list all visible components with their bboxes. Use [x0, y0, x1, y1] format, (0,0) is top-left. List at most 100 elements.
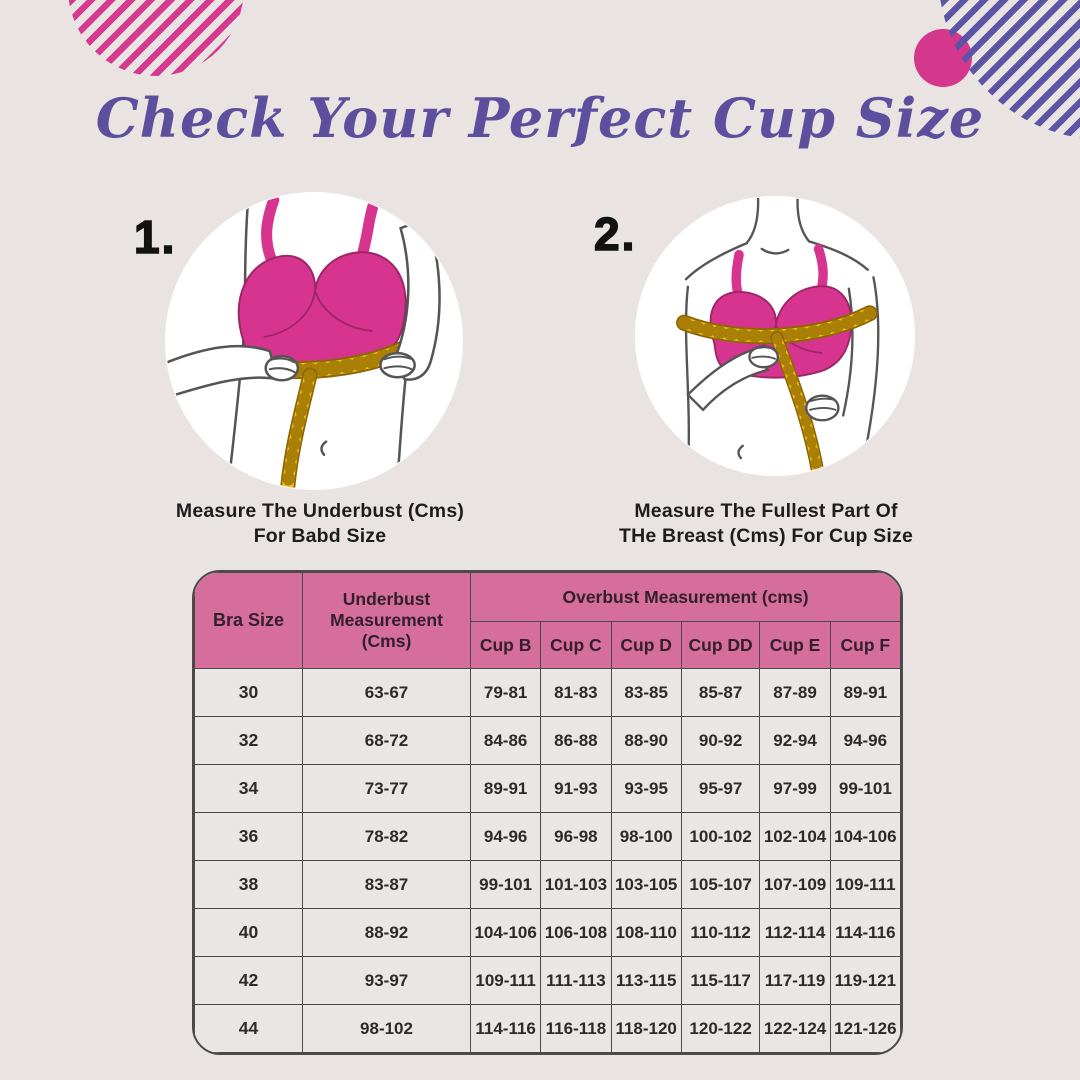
- cup-range-cell: 92-94: [759, 716, 831, 765]
- cup-range-cell: 112-114: [759, 908, 831, 957]
- cup-range-cell: 114-116: [469, 1004, 542, 1053]
- overbust-group-header: Overbust Measurement (cms): [470, 572, 901, 622]
- cup-range-cell: 101-103: [540, 860, 612, 909]
- underbust-range-cell: 83-87: [302, 860, 471, 909]
- caption-line: Measure The Fullest Part Of: [634, 500, 898, 522]
- table-row: 42 93-97 109-111 111-113 113-115 115-117 117-1…: [194, 956, 901, 1005]
- caption-line: THe Breast (Cms) For Cup Size: [618, 525, 913, 548]
- cup-range-cell: 95-97: [680, 764, 761, 813]
- cup-range-cell: 113-115: [610, 956, 682, 1005]
- step-1-caption: Measure The Underbust (Cms) For Babd Siz…: [140, 499, 500, 550]
- size-chart-table-container: Bra Size Underbust Measurement (Cms) Ove…: [192, 570, 903, 1055]
- table-row: 30 63-67 79-81 81-83 83-85 85-87 87-89 89-91: [194, 668, 901, 717]
- cup-range-cell: 122-124: [759, 1004, 831, 1053]
- table-row: 32 68-72 84-86 86-88 88-90 90-92 92-94 94-96: [194, 716, 901, 765]
- cup-d-column-header: Cup D: [610, 621, 682, 669]
- cup-range-cell: 84-86: [469, 716, 542, 765]
- caption-line: Measure The Underbust (Cms): [175, 500, 465, 522]
- measuring-tape-tail: [770, 331, 826, 476]
- cup-range-cell: 109-111: [469, 956, 542, 1005]
- page-title: Check Your Perfect Cup Size: [95, 86, 985, 150]
- bra-size-column-header: Bra Size: [194, 572, 303, 669]
- right-hand-graphic: [805, 394, 840, 422]
- cup-b-column-header: Cup B: [469, 621, 542, 669]
- striped-circle-pink-decoration: [68, 0, 244, 76]
- step-2-caption: Measure The Fullest Part Of THe Breast (…: [586, 499, 946, 550]
- cup-range-cell: 99-101: [829, 764, 901, 813]
- cup-range-cell: 109-111: [829, 860, 901, 909]
- bra-size-cell: 42: [194, 956, 303, 1005]
- cup-range-cell: 108-110: [610, 908, 682, 957]
- cup-e-column-header: Cup E: [759, 621, 831, 669]
- cup-range-cell: 117-119: [759, 956, 831, 1005]
- underbust-range-cell: 68-72: [302, 716, 471, 765]
- size-table-header: Bra Size Underbust Measurement (Cms) Ove…: [194, 572, 901, 669]
- cup-range-cell: 94-96: [829, 716, 901, 765]
- cup-range-cell: 106-108: [540, 908, 612, 957]
- measuring-tape-tail: [280, 367, 318, 489]
- cup-range-cell: 89-91: [469, 764, 542, 813]
- cup-range-cell: 97-99: [759, 764, 831, 813]
- cup-range-cell: 96-98: [540, 812, 612, 861]
- size-chart-table: Bra Size Underbust Measurement (Cms) Ove…: [194, 572, 901, 1053]
- cup-range-cell: 104-106: [469, 908, 542, 957]
- cup-range-cell: 91-93: [540, 764, 612, 813]
- cup-range-cell: 107-109: [759, 860, 831, 909]
- cup-range-cell: 120-122: [680, 1004, 761, 1053]
- underbust-column-header: Underbust Measurement (Cms): [302, 572, 471, 669]
- cup-dd-column-header: Cup DD: [680, 621, 761, 669]
- underbust-range-cell: 78-82: [302, 812, 471, 861]
- underbust-measurement-illustration: [165, 192, 463, 490]
- cup-range-cell: 89-91: [829, 668, 901, 717]
- cup-range-cell: 119-121: [829, 956, 901, 1005]
- cup-range-cell: 98-100: [610, 812, 682, 861]
- underbust-range-cell: 88-92: [302, 908, 471, 957]
- cup-range-cell: 87-89: [759, 668, 831, 717]
- right-hand-graphic: [379, 216, 441, 381]
- step-2-number: 2.: [593, 207, 637, 261]
- cup-range-cell: 81-83: [540, 668, 612, 717]
- step-1-number: 1.: [133, 210, 177, 264]
- left-hand-graphic: [166, 344, 300, 400]
- cup-range-cell: 90-92: [680, 716, 761, 765]
- underbust-range-cell: 73-77: [302, 764, 471, 813]
- table-row: 38 83-87 99-101 101-103 103-105 105-107 107-10…: [194, 860, 901, 909]
- bra-size-cell: 38: [194, 860, 303, 909]
- cup-range-cell: 83-85: [610, 668, 682, 717]
- cup-range-cell: 94-96: [469, 812, 542, 861]
- cup-range-cell: 115-117: [680, 956, 761, 1005]
- cup-f-column-header: Cup F: [829, 621, 901, 669]
- cup-range-cell: 104-106: [829, 812, 901, 861]
- table-row: 40 88-92 104-106 106-108 108-110 110-112 112-1…: [194, 908, 901, 957]
- bra-size-cell: 36: [194, 812, 303, 861]
- cup-range-cell: 88-90: [610, 716, 682, 765]
- table-row: 36 78-82 94-96 96-98 98-100 100-102 102-104 104…: [194, 812, 901, 861]
- cup-range-cell: 103-105: [610, 860, 682, 909]
- bra-size-cell: 30: [194, 668, 303, 717]
- bra-size-cell: 40: [194, 908, 303, 957]
- cup-c-column-header: Cup C: [540, 621, 612, 669]
- cup-range-cell: 111-113: [540, 956, 612, 1005]
- left-hand-graphic: [686, 345, 780, 412]
- table-row: 44 98-102 114-116 116-118 118-120 120-122 122-…: [194, 1004, 901, 1053]
- underbust-range-cell: 63-67: [302, 668, 471, 717]
- cup-range-cell: 93-95: [610, 764, 682, 813]
- size-table-body: 30 63-67 79-81 81-83 83-85 85-87 87-89 89-91 32 6…: [194, 668, 901, 1053]
- bra-size-cell: 44: [194, 1004, 303, 1053]
- cup-range-cell: 118-120: [610, 1004, 682, 1053]
- cup-range-cell: 110-112: [680, 908, 761, 957]
- cup-range-cell: 116-118: [540, 1004, 612, 1053]
- cup-range-cell: 102-104: [759, 812, 831, 861]
- cup-range-cell: 100-102: [680, 812, 761, 861]
- caption-line: For Babd Size: [253, 525, 387, 548]
- cup-range-cell: 114-116: [829, 908, 901, 957]
- cup-range-cell: 99-101: [469, 860, 542, 909]
- cup-range-cell: 121-126: [829, 1004, 901, 1053]
- cup-range-cell: 105-107: [680, 860, 761, 909]
- cup-range-cell: 85-87: [680, 668, 761, 717]
- table-row: 34 73-77 89-91 91-93 93-95 95-97 97-99 99-101: [194, 764, 901, 813]
- underbust-range-cell: 93-97: [302, 956, 471, 1005]
- overbust-measurement-illustration: [634, 195, 916, 477]
- cup-range-cell: 79-81: [469, 668, 542, 717]
